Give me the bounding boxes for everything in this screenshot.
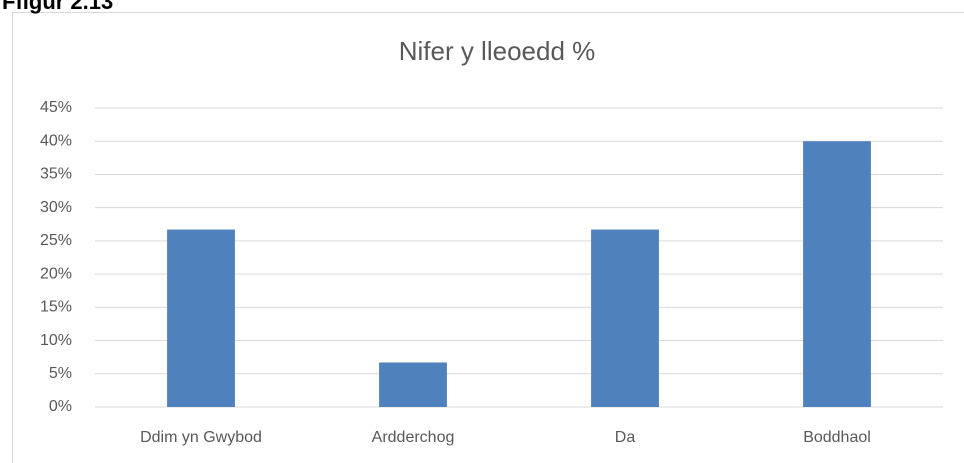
x-tick-label: Ddim yn Gwybod	[140, 429, 262, 446]
x-tick-label: Da	[615, 429, 636, 446]
y-tick-label: 0%	[49, 398, 72, 415]
y-tick-label: 20%	[40, 265, 72, 282]
bar	[167, 229, 235, 407]
y-tick-label: 10%	[40, 332, 72, 349]
bar	[803, 141, 871, 407]
y-tick-label: 35%	[40, 166, 72, 183]
bar	[379, 362, 447, 407]
x-tick-label: Boddhaol	[803, 429, 871, 446]
y-tick-label: 30%	[40, 199, 72, 216]
bar	[591, 229, 659, 407]
y-tick-label: 15%	[40, 299, 72, 316]
y-tick-label: 25%	[40, 232, 72, 249]
y-tick-label: 45%	[40, 99, 72, 116]
x-tick-label: Ardderchog	[372, 429, 455, 446]
chart-title: Nifer y lleoedd %	[399, 36, 596, 66]
figure-heading: Ffigur 2.13	[2, 0, 113, 14]
y-tick-label: 5%	[49, 365, 72, 382]
y-tick-label: 40%	[40, 132, 72, 149]
